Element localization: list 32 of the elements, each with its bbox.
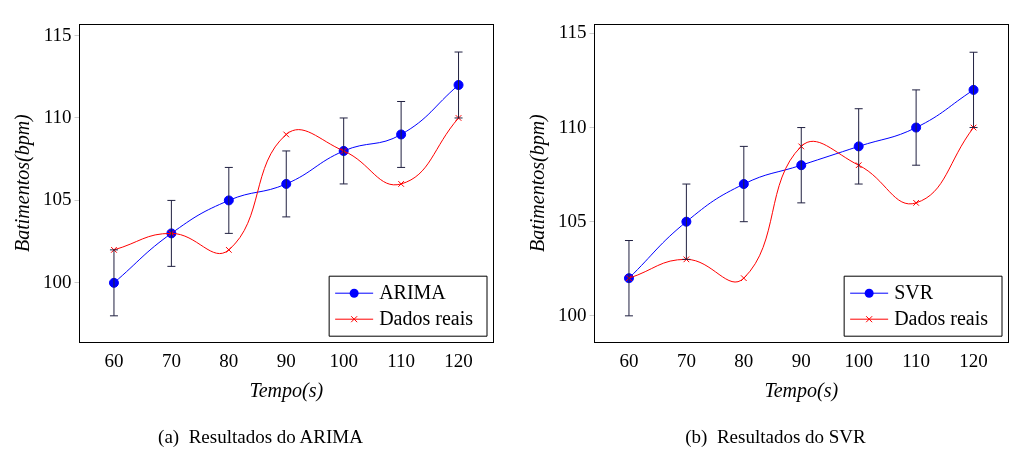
x-tick-label: 70 bbox=[161, 349, 181, 371]
text: (a) Resultados do ARIMA bbox=[157, 426, 364, 448]
legend-label: SVR bbox=[894, 281, 934, 304]
x-tick-label: 110 bbox=[902, 349, 931, 371]
x-axis-title: Tempo(s) bbox=[764, 379, 839, 403]
x-tick-label: 110 bbox=[387, 349, 416, 371]
y-tick-label: 110 bbox=[43, 105, 72, 127]
y-tick-label: 105 bbox=[558, 209, 587, 231]
x-tick-label: 100 bbox=[844, 349, 873, 371]
y-tick-label: 100 bbox=[43, 270, 72, 292]
y-tick-label: 105 bbox=[43, 188, 72, 210]
y-tick-label: 115 bbox=[43, 23, 72, 45]
x-tick-label: 90 bbox=[276, 349, 296, 371]
legend-label: Dados reais bbox=[379, 307, 474, 330]
y-tick-label: 110 bbox=[558, 115, 587, 137]
x-tick-label: 70 bbox=[676, 349, 696, 371]
x-tick-label: 120 bbox=[959, 349, 988, 371]
x-tick-label: 120 bbox=[444, 349, 473, 371]
x-tick-label: 80 bbox=[219, 349, 239, 371]
legend-label: Dados reais bbox=[894, 307, 989, 330]
x-axis-title: Tempo(s) bbox=[249, 379, 324, 403]
x-tick-label: 80 bbox=[734, 349, 754, 371]
y-axis-title: Batimentos(bpm) bbox=[11, 113, 35, 252]
x-tick-label: 100 bbox=[329, 349, 358, 371]
text: (b) Resultados do SVR bbox=[684, 426, 867, 448]
legend-label: ARIMA bbox=[379, 281, 447, 304]
x-tick-label: 90 bbox=[791, 349, 811, 371]
y-tick-label: 115 bbox=[558, 21, 587, 43]
y-tick-label: 100 bbox=[558, 303, 587, 325]
x-tick-label: 60 bbox=[104, 349, 124, 371]
x-tick-label: 60 bbox=[619, 349, 639, 371]
y-axis-title: Batimentos(bpm) bbox=[526, 113, 550, 252]
